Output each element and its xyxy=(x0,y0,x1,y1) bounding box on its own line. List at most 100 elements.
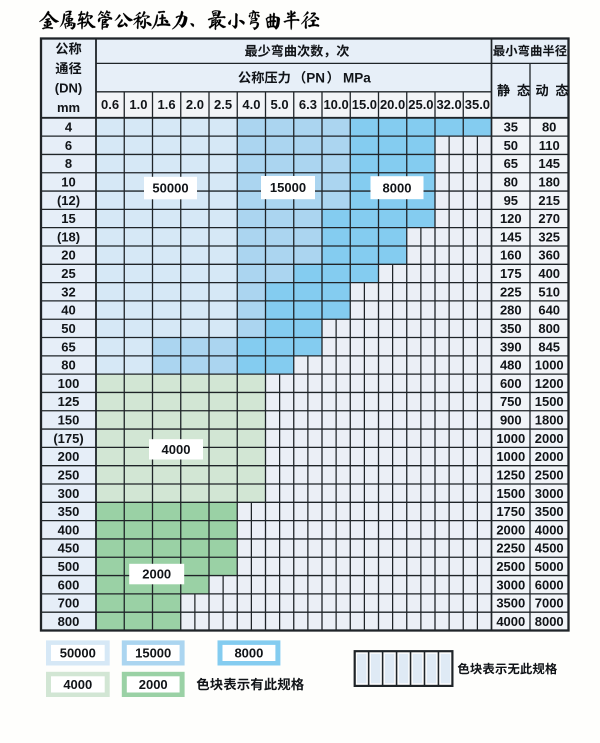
svg-text:PN: PN xyxy=(306,70,325,85)
svg-text:500: 500 xyxy=(58,559,80,574)
svg-text:(175): (175) xyxy=(53,431,83,446)
svg-text:225: 225 xyxy=(500,284,522,299)
svg-text:40: 40 xyxy=(61,303,75,318)
svg-text:2000: 2000 xyxy=(496,522,525,537)
svg-text:300: 300 xyxy=(58,486,80,501)
svg-text:6: 6 xyxy=(65,138,72,153)
svg-text:700: 700 xyxy=(58,596,80,611)
svg-text:1500: 1500 xyxy=(496,486,525,501)
svg-text:900: 900 xyxy=(500,413,522,428)
svg-text:35: 35 xyxy=(504,120,518,135)
svg-text:145: 145 xyxy=(500,229,522,244)
svg-text:480: 480 xyxy=(500,358,522,373)
svg-text:3500: 3500 xyxy=(496,596,525,611)
svg-text:95: 95 xyxy=(504,193,518,208)
svg-text:2.5: 2.5 xyxy=(214,97,232,112)
svg-text:350: 350 xyxy=(58,504,80,519)
svg-text:2000: 2000 xyxy=(142,567,171,582)
svg-text:3000: 3000 xyxy=(535,486,564,501)
svg-text:4.0: 4.0 xyxy=(242,97,260,112)
svg-text:4: 4 xyxy=(65,120,73,135)
svg-text:390: 390 xyxy=(500,339,522,354)
svg-text:180: 180 xyxy=(538,175,560,190)
svg-text:120: 120 xyxy=(500,211,522,226)
svg-text:mm: mm xyxy=(57,100,80,115)
svg-text:80: 80 xyxy=(542,120,556,135)
svg-text:1800: 1800 xyxy=(535,413,564,428)
svg-text:1.6: 1.6 xyxy=(158,97,176,112)
svg-text:3000: 3000 xyxy=(496,577,525,592)
svg-text:7000: 7000 xyxy=(535,596,564,611)
svg-text:15000: 15000 xyxy=(270,180,306,195)
svg-text:800: 800 xyxy=(58,614,80,629)
svg-text:4000: 4000 xyxy=(496,614,525,629)
svg-text:4000: 4000 xyxy=(63,677,92,692)
svg-text:150: 150 xyxy=(58,413,80,428)
svg-text:10: 10 xyxy=(61,175,75,190)
svg-text:125: 125 xyxy=(58,394,80,409)
svg-text:325: 325 xyxy=(538,229,560,244)
svg-text:2250: 2250 xyxy=(496,541,525,556)
svg-text:200: 200 xyxy=(58,449,80,464)
svg-text:1500: 1500 xyxy=(535,394,564,409)
svg-text:50000: 50000 xyxy=(152,181,188,196)
svg-text:400: 400 xyxy=(538,266,560,281)
svg-text:6.3: 6.3 xyxy=(299,97,317,112)
svg-text:8000: 8000 xyxy=(234,646,263,661)
svg-text:1200: 1200 xyxy=(535,376,564,391)
svg-text:65: 65 xyxy=(504,156,518,171)
svg-text:25.0: 25.0 xyxy=(408,97,433,112)
svg-text:65: 65 xyxy=(61,339,75,354)
svg-text:50: 50 xyxy=(504,138,518,153)
svg-text:1000: 1000 xyxy=(535,358,564,373)
svg-text:80: 80 xyxy=(61,358,75,373)
svg-text:5000: 5000 xyxy=(535,559,564,574)
svg-text:8000: 8000 xyxy=(535,614,564,629)
svg-text:(12): (12) xyxy=(57,193,80,208)
svg-text:4000: 4000 xyxy=(162,442,191,457)
svg-text:4000: 4000 xyxy=(535,522,564,537)
svg-text:510: 510 xyxy=(538,284,560,299)
svg-text:1000: 1000 xyxy=(496,431,525,446)
svg-text:8000: 8000 xyxy=(383,180,412,195)
svg-text:2.0: 2.0 xyxy=(186,97,204,112)
svg-text:750: 750 xyxy=(500,394,522,409)
svg-text:80: 80 xyxy=(504,175,518,190)
svg-text:15: 15 xyxy=(61,211,75,226)
svg-text:270: 270 xyxy=(538,211,560,226)
svg-text:1250: 1250 xyxy=(496,468,525,483)
svg-text:5.0: 5.0 xyxy=(271,97,289,112)
svg-text:400: 400 xyxy=(58,522,80,537)
svg-text:10.0: 10.0 xyxy=(323,97,348,112)
svg-text:50000: 50000 xyxy=(60,646,96,661)
svg-text:2000: 2000 xyxy=(139,677,168,692)
svg-text:2000: 2000 xyxy=(535,449,564,464)
svg-text:4500: 4500 xyxy=(535,541,564,556)
svg-text:6000: 6000 xyxy=(535,577,564,592)
svg-text:35.0: 35.0 xyxy=(465,97,490,112)
svg-text:250: 250 xyxy=(58,468,80,483)
svg-text:360: 360 xyxy=(538,248,560,263)
svg-text:160: 160 xyxy=(500,248,522,263)
svg-text:0.6: 0.6 xyxy=(101,97,119,112)
svg-text:(DN): (DN) xyxy=(55,81,82,96)
svg-text:50: 50 xyxy=(61,321,75,336)
svg-text:3500: 3500 xyxy=(535,504,564,519)
svg-text:2500: 2500 xyxy=(496,559,525,574)
svg-text:845: 845 xyxy=(538,339,560,354)
svg-text:MPa: MPa xyxy=(343,70,371,85)
svg-text:15.0: 15.0 xyxy=(352,97,377,112)
svg-text:175: 175 xyxy=(500,266,522,281)
svg-text:32.0: 32.0 xyxy=(436,97,461,112)
svg-text:2000: 2000 xyxy=(535,431,564,446)
svg-text:110: 110 xyxy=(539,138,560,153)
svg-text:600: 600 xyxy=(58,577,80,592)
svg-text:1.0: 1.0 xyxy=(129,97,147,112)
svg-text:15000: 15000 xyxy=(135,646,171,661)
svg-text:20: 20 xyxy=(61,248,75,263)
svg-text:145: 145 xyxy=(538,156,560,171)
svg-text:600: 600 xyxy=(500,376,522,391)
svg-text:8: 8 xyxy=(65,156,72,171)
svg-text:800: 800 xyxy=(538,321,560,336)
svg-text:215: 215 xyxy=(538,193,560,208)
